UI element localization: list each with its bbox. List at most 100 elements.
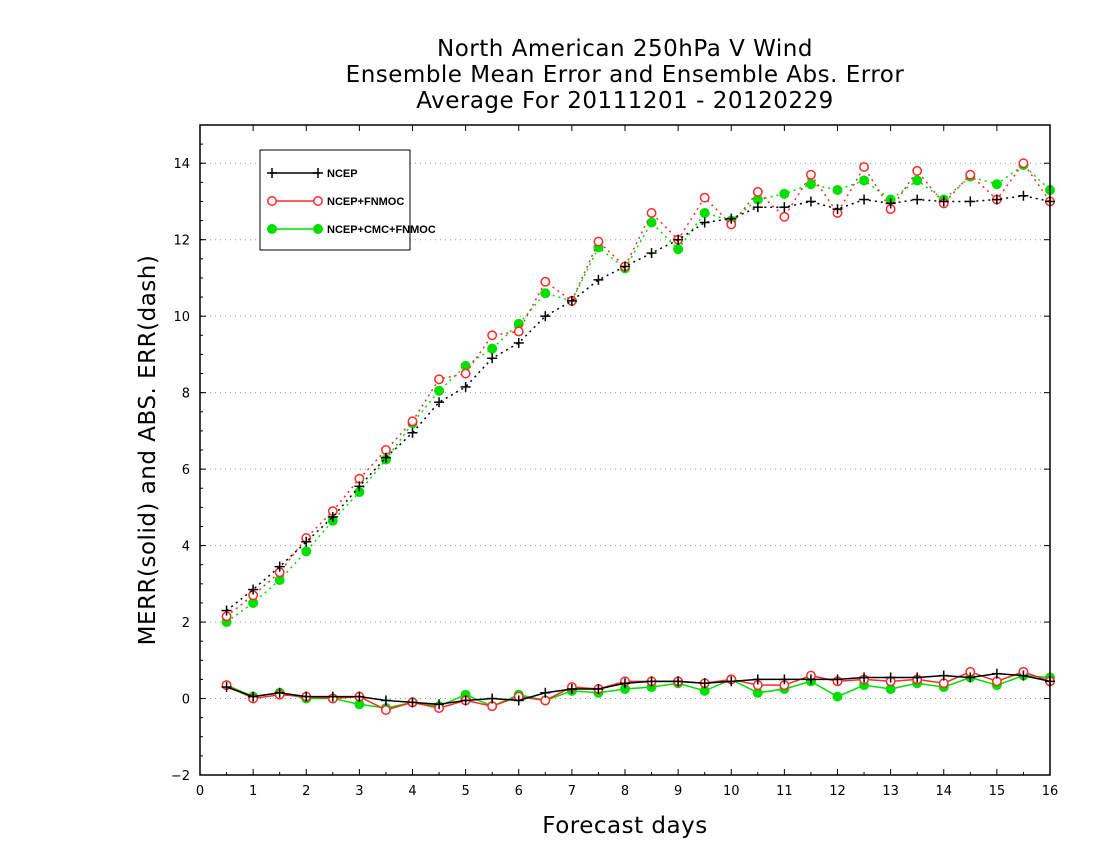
- y-tick-label: 12: [173, 234, 190, 249]
- y-tick-label: 10: [173, 310, 190, 325]
- data-point: [274, 687, 285, 698]
- series-mean_error-4: [221, 666, 1055, 715]
- data-point: [938, 670, 949, 681]
- data-point: [673, 234, 684, 245]
- chart-subtitle: Ensemble Mean Error and Ensemble Abs. Er…: [345, 62, 905, 88]
- data-point: [752, 674, 763, 685]
- legend-label: NCEP+FNMOC: [327, 196, 404, 208]
- data-point: [912, 175, 923, 186]
- legend: NCEP NCEP+FNMOC NCEP+CMC+FNMOC: [259, 149, 436, 251]
- data-point: [434, 374, 445, 385]
- x-axis-label: Forecast days: [542, 813, 707, 839]
- data-point: [513, 326, 524, 337]
- data-point: [434, 397, 445, 408]
- x-tick-label: 8: [621, 784, 629, 799]
- data-point: [991, 194, 1002, 205]
- data-point: [248, 691, 259, 702]
- data-point: [460, 381, 471, 392]
- data-point: [752, 202, 763, 213]
- data-point: [620, 678, 630, 689]
- data-point: [912, 672, 923, 683]
- y-tick-label: 14: [173, 157, 190, 172]
- y-tick-label: 0: [182, 693, 190, 708]
- data-point: [487, 353, 498, 364]
- legend-item: NCEP+CMC+FNMOC: [267, 224, 436, 236]
- x-tick-label: 10: [723, 784, 740, 799]
- data-point: [354, 691, 365, 702]
- data-point: [832, 691, 843, 702]
- data-point: [313, 224, 323, 234]
- data-point: [646, 676, 657, 687]
- y-tick-label: 2: [182, 616, 190, 631]
- x-tick-label: 2: [302, 784, 310, 799]
- data-point: [313, 168, 323, 178]
- x-tick-label: 15: [989, 784, 1006, 799]
- series-layer: [221, 158, 1055, 715]
- x-tick-label: 0: [196, 784, 204, 799]
- y-tick-label: 4: [182, 540, 190, 555]
- data-point: [313, 196, 323, 206]
- data-point: [513, 337, 524, 348]
- data-point: [540, 288, 551, 299]
- data-point: [726, 676, 737, 687]
- x-tick-label: 14: [935, 784, 952, 799]
- data-point: [965, 672, 976, 683]
- series-abs_error-0: [221, 190, 1055, 616]
- data-point: [991, 668, 1002, 679]
- data-point: [938, 196, 949, 207]
- x-tick-label: 12: [829, 784, 846, 799]
- data-point: [267, 196, 277, 206]
- data-point: [566, 295, 577, 306]
- data-point: [540, 687, 551, 698]
- data-point: [407, 697, 418, 708]
- data-point: [221, 605, 232, 616]
- data-point: [267, 224, 277, 234]
- x-tick-label: 4: [408, 784, 416, 799]
- x-tick-label: 5: [461, 784, 469, 799]
- y-tick-label: 6: [182, 463, 190, 478]
- series-mean_error-3: [221, 668, 1055, 710]
- data-point: [779, 188, 790, 199]
- data-point: [460, 368, 471, 379]
- data-point: [354, 481, 365, 492]
- x-tick-label: 1: [249, 784, 257, 799]
- data-point: [327, 511, 338, 522]
- plot-frame: [199, 124, 1051, 776]
- y-tick-label: −2: [171, 769, 190, 784]
- data-point: [699, 678, 710, 689]
- data-point: [513, 695, 524, 706]
- y-tick-label: 8: [182, 387, 190, 402]
- data-point: [832, 185, 843, 195]
- data-point: [805, 674, 816, 685]
- legend-label: NCEP+CMC+FNMOC: [327, 224, 436, 236]
- data-point: [991, 179, 1002, 190]
- legend-item: NCEP: [267, 168, 358, 180]
- series-line: [226, 161, 1051, 617]
- data-point: [912, 165, 923, 176]
- data-point: [885, 672, 896, 683]
- chart-title: North American 250hPa V Wind: [437, 36, 813, 62]
- data-point: [859, 672, 870, 683]
- data-point: [859, 175, 870, 186]
- legend-box: [259, 149, 411, 251]
- data-point: [646, 248, 657, 259]
- data-point: [267, 168, 277, 178]
- data-point: [1018, 670, 1029, 681]
- data-point: [301, 546, 312, 557]
- data-point: [487, 693, 498, 704]
- data-point: [779, 211, 790, 222]
- data-point: [1018, 190, 1029, 201]
- data-point: [1018, 158, 1029, 169]
- data-point: [912, 194, 923, 205]
- data-point: [274, 561, 285, 572]
- x-tick-label: 7: [568, 784, 576, 799]
- series-line: [226, 194, 1051, 612]
- data-point: [380, 705, 391, 715]
- data-point: [380, 695, 391, 706]
- x-tick-label: 9: [674, 784, 682, 799]
- data-point: [327, 691, 338, 702]
- data-point: [832, 204, 843, 215]
- data-point: [301, 691, 312, 702]
- data-point: [779, 674, 790, 685]
- data-point: [487, 330, 498, 341]
